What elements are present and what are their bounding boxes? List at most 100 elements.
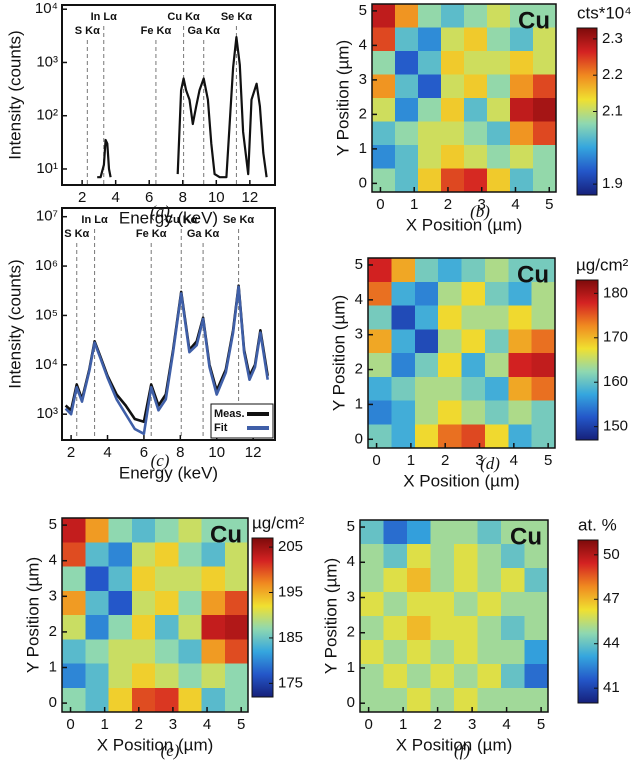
heatmap-cell (131, 687, 156, 713)
colorbar-tick-label: 205 (278, 538, 303, 555)
x-tick-label: 6 (140, 444, 148, 461)
heatmap-cell (224, 542, 249, 567)
heatmap-cell (438, 329, 462, 354)
heatmap-cell (383, 640, 408, 665)
heatmap-cell (487, 27, 511, 52)
heatmap-cell (85, 639, 109, 664)
plot-frame (61, 517, 249, 713)
heatmap-cell (477, 568, 502, 593)
heatmap-cell (360, 520, 384, 545)
heatmap-cell (224, 615, 249, 640)
heatmap-cell (510, 74, 534, 99)
heatmap-cell (62, 566, 86, 592)
heatmap-cell (464, 121, 488, 146)
colorbar-tick-label: 160 (603, 373, 628, 390)
heatmap-cell (414, 305, 439, 330)
heatmap-cell (464, 145, 488, 169)
heatmap-cell (418, 121, 442, 146)
heatmap-cell (368, 281, 392, 306)
heatmap-cell (501, 616, 525, 641)
heatmap-cell (224, 590, 249, 616)
heatmap-cell (108, 566, 133, 592)
y-tick-label: 10³ (36, 405, 58, 422)
heatmap-cell (484, 400, 509, 425)
x-axis-label: Energy (keV) (119, 463, 218, 482)
heatmap-cell (524, 688, 549, 713)
heatmap-cell (477, 592, 502, 617)
y-tick-label: 2 (355, 361, 363, 378)
y-tick-label: 0 (359, 174, 367, 191)
x-tick-label: 4 (511, 196, 519, 213)
heatmap-cell (487, 4, 511, 28)
heatmap-cell (201, 542, 226, 567)
annotation-label: S Kα (75, 25, 100, 37)
heatmap-cell (531, 281, 556, 306)
heatmap-cell (487, 168, 511, 193)
heatmap-cell (391, 281, 416, 306)
heatmap-cell (201, 590, 226, 616)
heatmap-cell (372, 74, 396, 99)
heatmap-cell (414, 258, 439, 283)
heatmap-cell (395, 51, 419, 75)
colorbar-tick-label: 180 (603, 284, 628, 301)
colorbar-tick-label: 2.2 (602, 66, 623, 83)
heatmap-cell (533, 4, 557, 28)
heatmap-cell (224, 518, 249, 543)
heatmap-cell (108, 590, 133, 616)
heatmap-cell (224, 663, 249, 689)
x-tick-label: 5 (545, 196, 553, 213)
x-tick-label: 2 (433, 716, 441, 733)
heatmap-cell (391, 400, 416, 425)
x-tick-label: 4 (111, 189, 119, 206)
heatmap-cell (454, 664, 478, 689)
heatmap-cell (477, 616, 502, 641)
colorbar (577, 539, 599, 704)
heatmap-cell (414, 400, 439, 425)
heatmap-cell (108, 663, 133, 689)
heatmap-cell (531, 400, 556, 425)
plot-frame (359, 519, 549, 713)
annotation-label: Se Kα (221, 11, 252, 23)
heatmap-cell (418, 51, 442, 75)
heatmap-cell (510, 168, 534, 193)
y-tick-label: 1 (359, 140, 367, 157)
heatmap-cell (391, 424, 416, 449)
heatmap-cell (430, 664, 455, 689)
heatmap-cell (533, 27, 557, 52)
annotation-label: Ga Kα (187, 228, 220, 240)
heatmap-cell (201, 518, 226, 543)
heatmap-cell (484, 424, 509, 449)
map-title: Cu (210, 521, 242, 548)
heatmap-cell (418, 27, 442, 52)
x-tick-label: 0 (364, 716, 372, 733)
heatmap-cell (464, 51, 488, 75)
colorbar-label: µg/cm² (576, 255, 629, 274)
heatmap-cell (108, 518, 133, 543)
heatmap-cell (407, 520, 431, 545)
panel-caption: (b) (470, 202, 490, 221)
heatmap-cell (533, 121, 557, 146)
heatmap-cell (85, 542, 109, 567)
y-tick-label: 10⁵ (35, 306, 58, 323)
heatmap-cell (201, 639, 226, 664)
heatmap-cell (85, 518, 109, 543)
panel-caption: (a) (150, 202, 170, 221)
heatmap-cell (155, 542, 179, 567)
y-tick-label: 10⁴ (35, 0, 58, 17)
heatmap-cell (155, 663, 179, 689)
heatmap-cell (441, 168, 465, 193)
y-tick-label: 4 (359, 36, 367, 53)
heatmap-cell (461, 305, 486, 330)
map-title: Cu (518, 7, 550, 34)
heatmap-cell (395, 27, 419, 52)
heatmap-cell (454, 688, 478, 713)
heatmap-cell (524, 568, 549, 593)
panel-caption: (d) (480, 454, 500, 473)
heatmap-cell (430, 640, 455, 665)
x-tick-label: 10 (208, 444, 225, 461)
heatmap-cell (155, 615, 179, 640)
heatmap-cell (108, 687, 133, 713)
x-tick-label: 5 (544, 452, 552, 469)
heatmap-cell (430, 520, 455, 545)
x-tick-label: 2 (441, 452, 449, 469)
